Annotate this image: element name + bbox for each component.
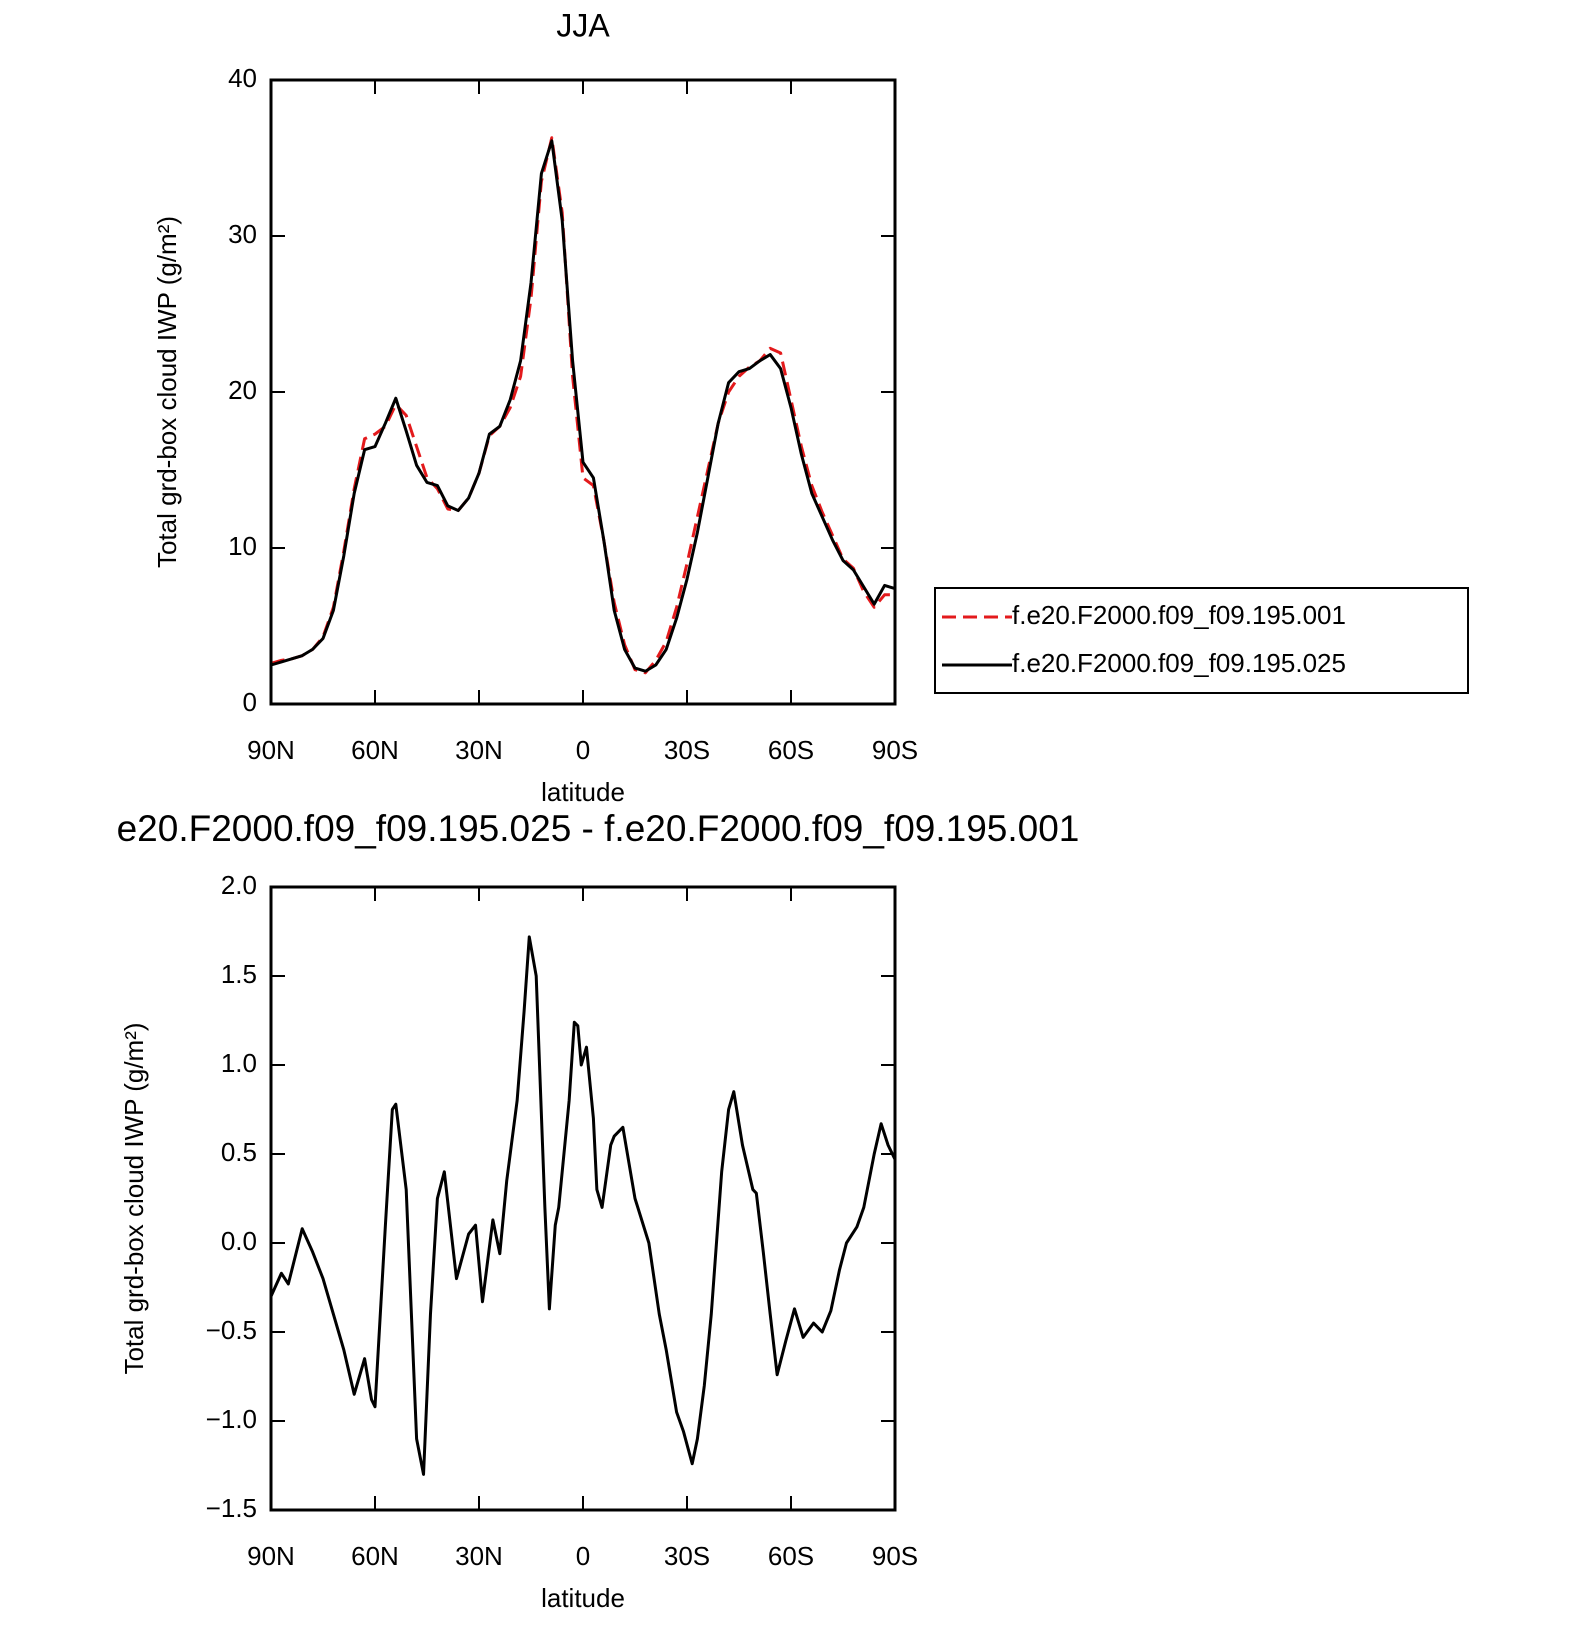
y-tick-label: 30 — [228, 219, 257, 249]
y-tick-label: −1.0 — [206, 1404, 257, 1434]
y-tick-label: 10 — [228, 531, 257, 561]
y-axis-label: Total grd-box cloud IWP (g/m²) — [152, 216, 182, 568]
x-tick-label: 60S — [768, 1541, 814, 1571]
x-tick-label: 30S — [664, 1541, 710, 1571]
x-tick-label: 90S — [872, 1541, 918, 1571]
x-tick-label: 60S — [768, 735, 814, 765]
chart-title: JJA — [556, 7, 610, 43]
x-tick-label: 90N — [247, 735, 295, 765]
legend-box — [934, 587, 1469, 694]
y-tick-label: 1.5 — [221, 959, 257, 989]
legend-label: f.e20.F2000.f09_f09.195.001 — [1012, 600, 1346, 630]
y-tick-label: 1.0 — [221, 1048, 257, 1078]
chart-title: e20.F2000.f09_f09.195.025 - f.e20.F2000.… — [117, 808, 1080, 849]
x-tick-label: 60N — [351, 1541, 399, 1571]
plot-area — [269, 935, 897, 1476]
data-line — [270, 136, 895, 675]
y-tick-label: −0.5 — [206, 1315, 257, 1345]
x-tick-label: 0 — [576, 1541, 590, 1571]
y-tick-label: 0.5 — [221, 1137, 257, 1167]
y-tick-label: 40 — [228, 63, 257, 93]
y-axis-label: Total grd-box cloud IWP (g/m²) — [119, 1022, 149, 1374]
x-tick-label: 30S — [664, 735, 710, 765]
x-tick-label: 0 — [576, 735, 590, 765]
x-tick-label: 90N — [247, 1541, 295, 1571]
data-line — [270, 139, 896, 673]
x-tick-label: 30N — [455, 1541, 503, 1571]
y-tick-label: 0.0 — [221, 1226, 257, 1256]
x-axis-label: latitude — [541, 777, 625, 807]
legend-label: f.e20.F2000.f09_f09.195.025 — [1012, 648, 1346, 678]
x-tick-label: 90S — [872, 735, 918, 765]
data-line — [269, 935, 897, 1476]
plot-frame — [269, 885, 897, 1512]
y-tick-label: −1.5 — [206, 1493, 257, 1523]
y-tick-label: 20 — [228, 375, 257, 405]
y-tick-label: 2.0 — [221, 870, 257, 900]
plot-frame — [269, 78, 897, 706]
x-tick-label: 60N — [351, 735, 399, 765]
x-axis-label: latitude — [541, 1583, 625, 1613]
x-tick-label: 30N — [455, 735, 503, 765]
y-tick-label: 0 — [243, 687, 257, 717]
plot-area — [270, 136, 896, 675]
